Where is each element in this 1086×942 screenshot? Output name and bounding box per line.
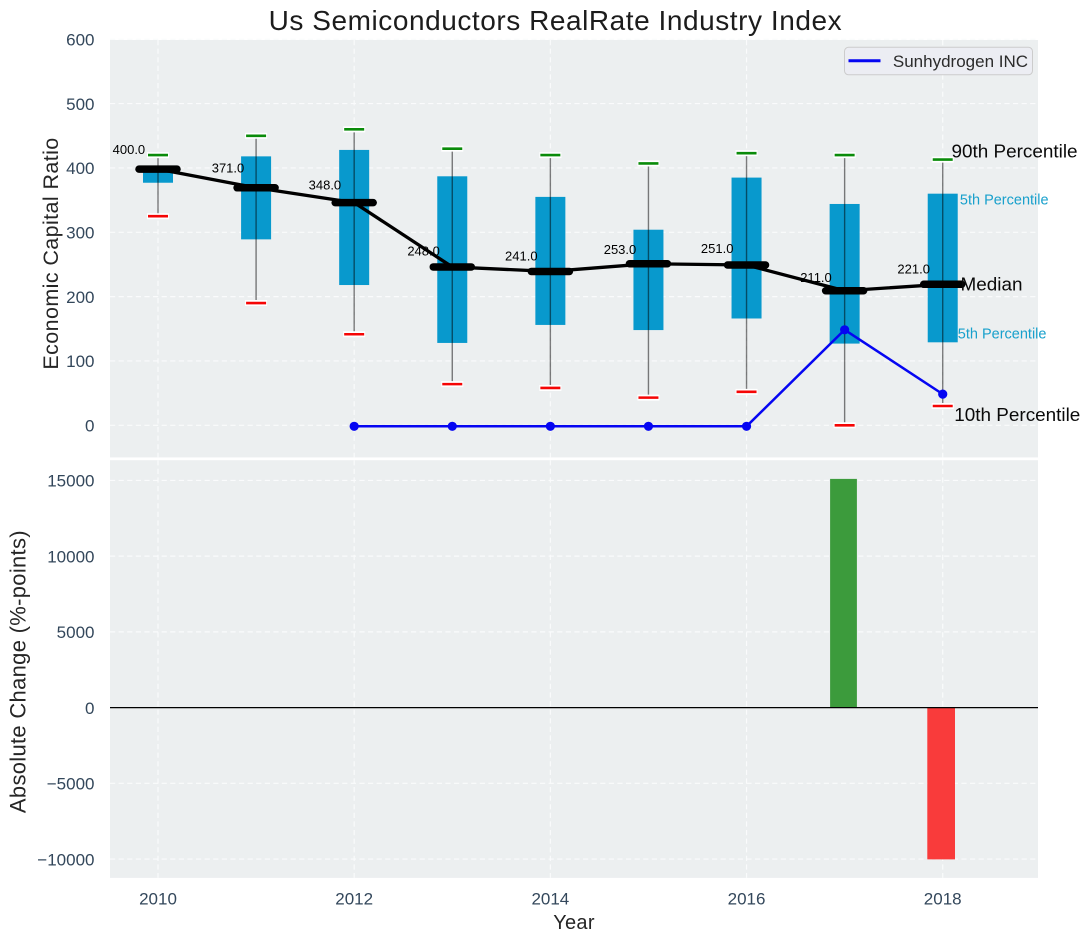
svg-text:248.0: 248.0	[407, 244, 440, 259]
svg-text:300: 300	[66, 223, 94, 242]
svg-text:−10000: −10000	[37, 850, 94, 869]
svg-text:10th Percentile: 10th Percentile	[954, 405, 1080, 426]
svg-text:10000: 10000	[47, 547, 94, 566]
svg-text:0: 0	[85, 417, 94, 436]
svg-text:Median: Median	[961, 274, 1023, 295]
svg-text:5th Percentile: 5th Percentile	[958, 327, 1047, 343]
svg-text:15000: 15000	[47, 472, 94, 491]
svg-text:2014: 2014	[531, 890, 569, 909]
svg-text:500: 500	[66, 95, 94, 114]
svg-text:2016: 2016	[728, 890, 766, 909]
svg-text:371.0: 371.0	[212, 161, 245, 176]
svg-text:Us Semiconductors RealRate Ind: Us Semiconductors RealRate Industry Inde…	[269, 5, 842, 36]
svg-text:200: 200	[66, 288, 94, 307]
svg-text:2018: 2018	[924, 890, 962, 909]
svg-text:211.0: 211.0	[800, 270, 832, 285]
svg-text:−5000: −5000	[47, 775, 95, 794]
svg-text:348.0: 348.0	[309, 177, 342, 192]
svg-text:2012: 2012	[335, 890, 373, 909]
svg-text:100: 100	[66, 352, 94, 371]
svg-text:253.0: 253.0	[604, 242, 637, 257]
svg-text:600: 600	[66, 30, 94, 49]
svg-text:Economic Capital Ratio: Economic Capital Ratio	[39, 137, 63, 369]
svg-text:Year: Year	[553, 912, 595, 934]
svg-text:5000: 5000	[57, 623, 95, 642]
svg-text:241.0: 241.0	[505, 249, 538, 264]
svg-text:221.0: 221.0	[897, 261, 930, 276]
svg-text:400.0: 400.0	[113, 142, 146, 157]
svg-text:251.0: 251.0	[701, 241, 734, 256]
svg-text:5th Percentile: 5th Percentile	[960, 192, 1049, 208]
svg-text:Absolute Change (%-points): Absolute Change (%-points)	[6, 530, 31, 813]
svg-text:Sunhydrogen INC: Sunhydrogen INC	[893, 52, 1028, 71]
svg-text:2010: 2010	[139, 890, 177, 909]
svg-text:90th Percentile: 90th Percentile	[952, 141, 1078, 162]
svg-text:0: 0	[85, 699, 94, 718]
svg-text:400: 400	[66, 159, 94, 178]
